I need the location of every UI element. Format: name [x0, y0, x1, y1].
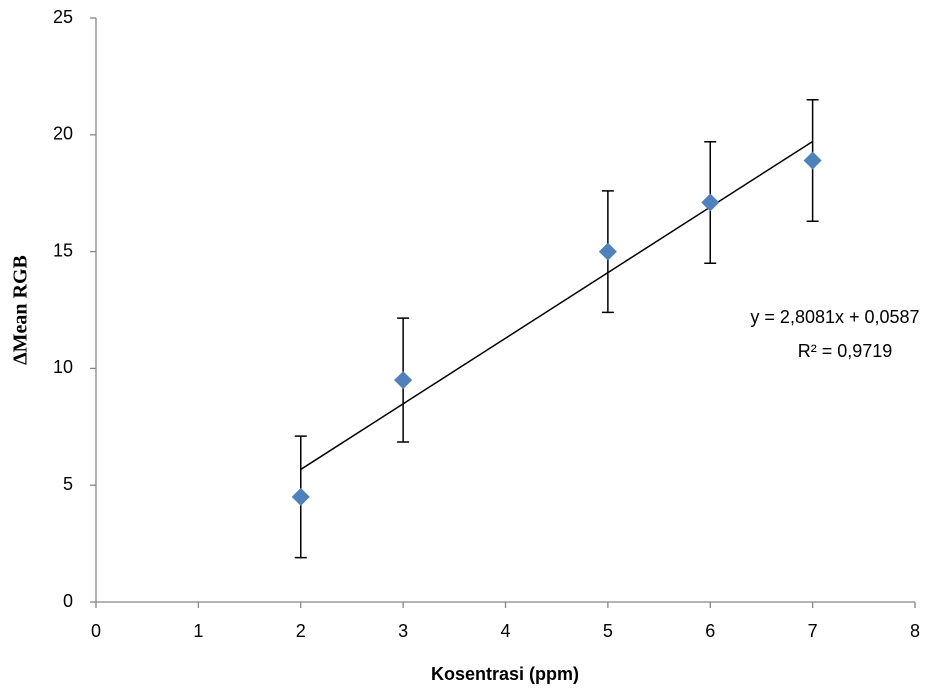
y-tick-label: 10 — [53, 357, 73, 377]
trendline-equation: y = 2,8081x + 0,0587 — [750, 307, 919, 327]
y-axis-title: ΔMean RGB — [10, 255, 32, 365]
x-tick-label: 4 — [500, 621, 510, 641]
y-tick-label: 20 — [53, 124, 73, 144]
data-point — [803, 151, 822, 170]
data-point — [394, 371, 413, 390]
data-point — [701, 193, 720, 212]
x-tick-label: 8 — [910, 621, 920, 641]
r-squared: R² = 0,9719 — [798, 341, 893, 361]
x-tick-label: 6 — [705, 621, 715, 641]
data-point — [598, 242, 617, 261]
x-tick-label: 5 — [603, 621, 613, 641]
x-tick-label: 0 — [91, 621, 101, 641]
y-tick-label: 15 — [53, 240, 73, 260]
x-tick-label: 7 — [808, 621, 818, 641]
y-tick-label: 25 — [53, 7, 73, 27]
x-tick-label: 1 — [193, 621, 203, 641]
trendline — [300, 140, 814, 471]
y-tick-label: 0 — [63, 591, 73, 611]
y-tick-label: 5 — [63, 474, 73, 494]
x-axis-title: Kosentrasi (ppm) — [431, 664, 579, 684]
x-tick-label: 2 — [296, 621, 306, 641]
x-tick-label: 3 — [398, 621, 408, 641]
data-point — [291, 487, 310, 506]
